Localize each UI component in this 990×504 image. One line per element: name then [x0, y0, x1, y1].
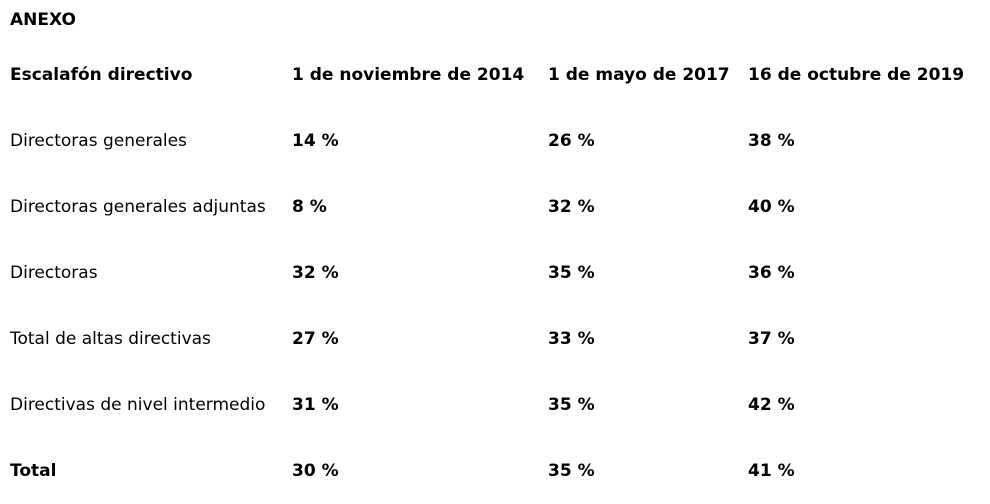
cell-2014: 27 %: [292, 329, 339, 349]
cell-2017: 35 %: [548, 263, 595, 283]
cell-2017: 32 %: [548, 197, 595, 217]
table-header-row: Escalafón directivo 1 de noviembre de 20…: [10, 42, 980, 108]
row-label: Total de altas directivas: [10, 329, 211, 349]
cell-2017: 35 %: [548, 395, 595, 415]
table-row: Directoras 32 % 35 % 36 %: [10, 240, 980, 306]
cell-2019: 42 %: [748, 395, 795, 415]
cell-2019: 38 %: [748, 131, 795, 151]
column-header-2019: 16 de octubre de 2019: [748, 65, 965, 85]
row-label: Directoras generales: [10, 131, 187, 151]
cell-2017: 33 %: [548, 329, 595, 349]
cell-2019: 40 %: [748, 197, 795, 217]
table-row: Total de altas directivas 27 % 33 % 37 %: [10, 306, 980, 372]
column-header-escalafon: Escalafón directivo: [10, 65, 193, 85]
cell-2019: 37 %: [748, 329, 795, 349]
cell-2014: 14 %: [292, 131, 339, 151]
cell-2014: 32 %: [292, 263, 339, 283]
column-header-2014: 1 de noviembre de 2014: [292, 65, 525, 85]
row-label: Directoras generales adjuntas: [10, 197, 266, 217]
cell-2017: 26 %: [548, 131, 595, 151]
table-row: Directoras generales adjuntas 8 % 32 % 4…: [10, 174, 980, 240]
row-label: Directoras: [10, 263, 98, 283]
anexo-table: Escalafón directivo 1 de noviembre de 20…: [10, 42, 980, 504]
cell-2019: 41 %: [748, 461, 795, 481]
row-label: Directivas de nivel intermedio: [10, 395, 266, 415]
cell-2017: 35 %: [548, 461, 595, 481]
cell-2014: 30 %: [292, 461, 339, 481]
cell-2014: 8 %: [292, 197, 327, 217]
table-row: Directivas de nivel intermedio 31 % 35 %…: [10, 372, 980, 438]
row-label: Total: [10, 461, 57, 481]
table-row: Directoras generales 14 % 26 % 38 %: [10, 108, 980, 174]
cell-2014: 31 %: [292, 395, 339, 415]
column-header-2017: 1 de mayo de 2017: [548, 65, 730, 85]
page-heading: ANEXO: [10, 10, 76, 30]
table-row-total: Total 30 % 35 % 41 %: [10, 438, 980, 504]
cell-2019: 36 %: [748, 263, 795, 283]
